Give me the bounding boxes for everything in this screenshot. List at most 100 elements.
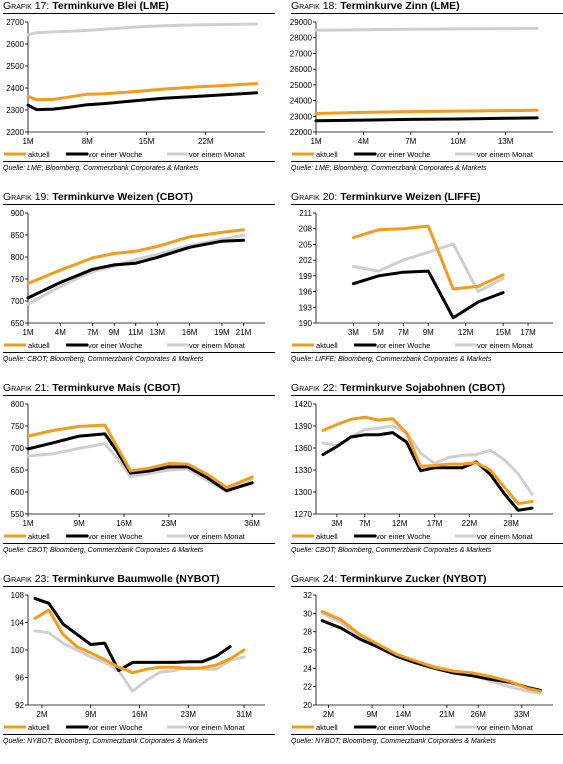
chart-title-prefix: Grafik 17:: [3, 0, 50, 12]
x-tick-label: 9M: [367, 710, 378, 719]
series-line-woche: [26, 238, 245, 300]
legend-label-woche: vor einer Woche: [88, 532, 142, 541]
y-tick-label: 30: [303, 609, 312, 618]
chart-title-name: Terminkurve Sojabohnen (CBOT): [340, 382, 506, 394]
chart-panel-6: Grafik 22: Terminkurve Sojabohnen (CBOT)…: [288, 382, 563, 572]
y-tick-label: 32: [303, 591, 312, 600]
x-tick-label: 14M: [396, 710, 412, 719]
legend: aktuell vor einer Woche vor einem Monat: [4, 150, 246, 159]
legend-label-woche: vor einer Woche: [376, 341, 430, 350]
legend-label-monat: vor einem Monat: [477, 341, 534, 350]
legend-label-monat: vor einem Monat: [477, 723, 534, 732]
chart-title-name: Terminkurve Zinn (LME): [340, 0, 460, 12]
series-line-monat: [26, 22, 258, 37]
y-tick-label: 900: [11, 209, 25, 218]
chart-title-prefix: Grafik 19:: [3, 191, 50, 203]
x-tick-label: 12M: [458, 328, 474, 337]
x-tick-label: 15M: [139, 137, 155, 146]
source-rule: [291, 352, 563, 353]
y-tick-label: 2700: [6, 18, 24, 27]
legend-label-woche: vor einer Woche: [88, 150, 142, 159]
chart-title: Grafik 17: Terminkurve Blei (LME): [3, 0, 169, 12]
chart-title-prefix: Grafik 22:: [291, 382, 338, 394]
x-tick-label: 22M: [198, 137, 214, 146]
title-rule: [291, 586, 563, 587]
y-tick-label: 2600: [6, 40, 24, 49]
series-line-aktuell: [26, 228, 245, 285]
y-tick-label: 92: [15, 701, 24, 710]
y-tick-label: 2200: [6, 128, 24, 137]
source-rule: [291, 543, 563, 544]
x-tick-label: 16M: [132, 710, 148, 719]
y-tick-label: 750: [11, 275, 25, 284]
x-tick-label: 5M: [373, 328, 384, 337]
chart-title-name: Terminkurve Zucker (NYBOT): [340, 573, 487, 585]
title-rule: [291, 395, 563, 396]
y-tick-label: 26: [303, 646, 312, 655]
source-note: Quelle: LME; Bloomberg, Commerzbank Corp…: [291, 165, 487, 172]
series-line-aktuell: [320, 610, 542, 693]
x-tick-label: 36M: [244, 519, 260, 528]
y-tick-label: 750: [11, 422, 25, 431]
source-note: Quelle: NYBOT; Bloomberg, Commerzbank Co…: [3, 738, 208, 745]
legend-label-woche: vor einer Woche: [376, 532, 430, 541]
series-line-monat: [33, 629, 246, 693]
source-rule: [3, 352, 275, 353]
source-rule: [291, 734, 563, 735]
x-tick-label: 13M: [498, 137, 514, 146]
legend: aktuell vor einer Woche vor einem Monat: [292, 723, 534, 732]
chart-title-name: Terminkurve Weizen (LIFFE): [340, 191, 481, 203]
legend-label-aktuell: aktuell: [316, 341, 338, 350]
title-rule: [3, 13, 275, 14]
y-tick-label: 211: [299, 209, 312, 218]
chart-title-prefix: Grafik 23:: [3, 573, 50, 585]
y-tick-label: 650: [11, 466, 25, 475]
y-tick-label: 24: [303, 664, 312, 673]
source-note: Quelle: LME; Bloomberg, Commerzbank Corp…: [3, 165, 199, 172]
y-tick-label: 1420: [294, 400, 312, 409]
series-line-aktuell: [314, 108, 539, 115]
chart-title-prefix: Grafik 20:: [291, 191, 338, 203]
chart-panel-7: Grafik 23: Terminkurve Baumwolle (NYBOT)…: [0, 573, 275, 763]
legend-label-woche: vor einer Woche: [88, 723, 142, 732]
legend-label-monat: vor einem Monat: [189, 532, 246, 541]
chart-title: Grafik 22: Terminkurve Sojabohnen (CBOT): [291, 382, 505, 394]
legend: aktuell vor einer Woche vor einem Monat: [4, 532, 246, 541]
chart-title-name: Terminkurve Weizen (CBOT): [52, 191, 194, 203]
chart-plot: 22000 23000 24000 25000 26000 27000 28000 29000…: [290, 18, 553, 159]
x-tick-label: 21M: [236, 328, 252, 337]
series-line-monat: [26, 233, 245, 306]
legend-label-monat: vor einem Monat: [189, 341, 246, 350]
chart-title-name: Terminkurve Blei (LME): [52, 0, 169, 12]
chart-title: Grafik 19: Terminkurve Weizen (CBOT): [3, 191, 193, 203]
series-line-monat: [314, 26, 539, 32]
y-tick-label: 108: [11, 591, 25, 600]
chart-panel-8: Grafik 24: Terminkurve Zucker (NYBOT) 20 2…: [288, 573, 563, 763]
y-tick-label: 2300: [6, 106, 24, 115]
source-rule: [3, 543, 275, 544]
y-tick-label: 26000: [290, 65, 313, 74]
series-line-aktuell: [351, 224, 505, 291]
x-tick-label: 33M: [514, 710, 530, 719]
x-tick-label: 26M: [470, 710, 486, 719]
chart-title: Grafik 21: Terminkurve Mais (CBOT): [3, 382, 180, 394]
title-rule: [291, 204, 563, 205]
y-tick-label: 20: [303, 701, 312, 710]
x-tick-label: 2M: [36, 710, 47, 719]
x-tick-label: 17M: [427, 519, 443, 528]
legend-label-monat: vor einem Monat: [477, 532, 534, 541]
y-tick-label: 202: [299, 256, 313, 265]
y-tick-label: 22000: [290, 128, 313, 137]
chart-plot: 20 22 24 26 28 30 32 2M 9M 14M 21M 26M 33M aktuell vor…: [292, 591, 553, 732]
legend: aktuell vor einer Woche vor einem Monat: [4, 723, 246, 732]
x-tick-label: 7M: [87, 328, 98, 337]
x-tick-label: 12M: [392, 519, 408, 528]
y-tick-label: 100: [11, 646, 25, 655]
chart-title-prefix: Grafik 21:: [3, 382, 50, 394]
y-tick-label: 1390: [294, 422, 312, 431]
legend-label-monat: vor einem Monat: [477, 150, 534, 159]
series-line-aktuell: [33, 608, 246, 675]
chart-panel-5: Grafik 21: Terminkurve Mais (CBOT) 550 600…: [0, 382, 275, 572]
y-tick-label: 193: [299, 303, 313, 312]
y-tick-label: 96: [15, 674, 24, 683]
